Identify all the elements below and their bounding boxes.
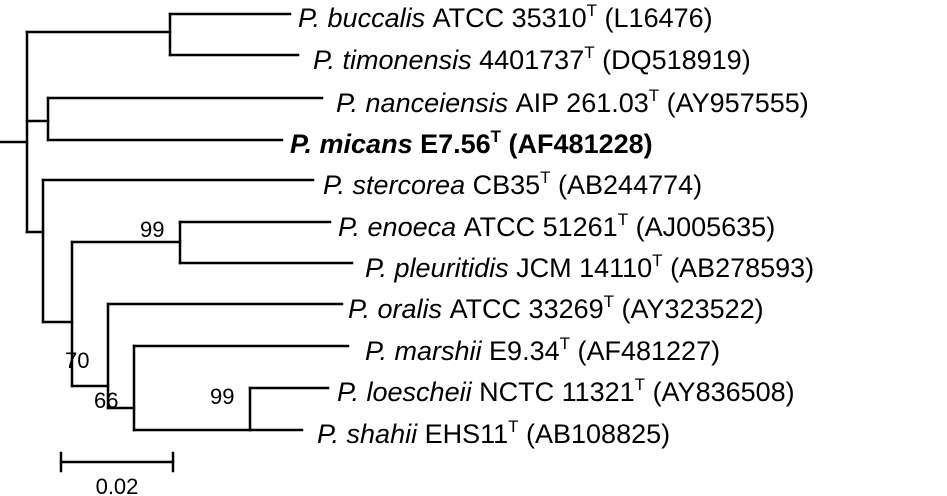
bootstrap-value: 70 [65, 348, 89, 373]
accession-number: (AJ005635) [628, 212, 775, 242]
species-name: P. micans [290, 129, 420, 159]
type-strain-mark: T [604, 292, 614, 311]
taxon-label: P. nanceiensis AIP 261.03T (AY957555) [336, 86, 809, 118]
accession-number: (AY323522) [614, 294, 764, 324]
strain-name: AIP 261.03 [516, 88, 649, 118]
type-strain-mark: T [491, 127, 502, 146]
species-name: P. shahii [317, 419, 425, 449]
type-strain-mark: T [584, 43, 594, 62]
strain-name: E7.56 [420, 129, 491, 159]
type-strain-mark: T [618, 210, 628, 229]
bootstrap-value: 66 [94, 388, 118, 413]
tree-branches [0, 12, 354, 432]
taxon-label: P. timonensis 4401737T (DQ518919) [313, 43, 751, 75]
accession-number: (L16476) [597, 3, 713, 33]
type-strain-mark: T [635, 375, 645, 394]
type-strain-mark: T [508, 417, 518, 436]
type-strain-mark: T [587, 1, 597, 20]
type-strain-mark: T [560, 334, 570, 353]
taxon-label: P. pleuritidis JCM 14110T (AB278593) [365, 251, 814, 283]
taxon-label: P. oralis ATCC 33269T (AY323522) [348, 292, 764, 324]
strain-name: EHS11 [425, 419, 509, 449]
strain-name: NCTC 11321 [479, 377, 635, 407]
species-name: P. oralis [348, 294, 450, 324]
taxon-labels: P. buccalis ATCC 35310T (L16476)P. timon… [290, 1, 814, 449]
accession-number: (AF481227) [570, 336, 720, 366]
type-strain-mark: T [649, 86, 659, 105]
taxon-label: P. marshii E9.34T (AF481227) [365, 334, 720, 366]
bootstrap-value: 99 [210, 384, 234, 409]
species-name: P. loescheii [337, 377, 479, 407]
strain-name: CB35 [473, 170, 541, 200]
strain-name: E9.34 [489, 336, 560, 366]
species-name: P. buccalis [298, 3, 433, 33]
strain-name: JCM 14110 [516, 253, 652, 283]
species-name: P. marshii [365, 336, 489, 366]
accession-number: (AY836508) [645, 377, 795, 407]
accession-number: (AY957555) [659, 88, 809, 118]
accession-number: (AB108825) [519, 419, 671, 449]
taxon-label: P. enoeca ATCC 51261T (AJ005635) [338, 210, 775, 242]
type-strain-mark: T [540, 168, 550, 187]
species-name: P. nanceiensis [336, 88, 516, 118]
taxon-label: P. stercorea CB35T (AB244774) [323, 168, 702, 200]
taxon-label: P. shahii EHS11T (AB108825) [317, 417, 670, 449]
taxon-label: P. loescheii NCTC 11321T (AY836508) [337, 375, 795, 407]
accession-number: (DQ518919) [595, 45, 751, 75]
species-name: P. timonensis [313, 45, 479, 75]
species-name: P. enoeca [338, 212, 464, 242]
type-strain-mark: T [652, 251, 662, 270]
species-name: P. stercorea [323, 170, 473, 200]
accession-number: (AB278593) [663, 253, 815, 283]
accession-number: (AF481228) [501, 129, 653, 159]
accession-number: (AB244774) [551, 170, 703, 200]
species-name: P. pleuritidis [365, 253, 516, 283]
scale-bar: 0.02 [59, 451, 175, 496]
taxon-label: P. buccalis ATCC 35310T (L16476) [298, 1, 713, 33]
bootstrap-value: 99 [140, 217, 164, 242]
taxon-label: P. micans E7.56T (AF481228) [290, 127, 653, 159]
strain-name: ATCC 33269 [450, 294, 604, 324]
scale-bar-label: 0.02 [96, 474, 139, 496]
strain-name: ATCC 51261 [464, 212, 618, 242]
strain-name: 4401737 [479, 45, 584, 75]
strain-name: ATCC 35310 [433, 3, 587, 33]
